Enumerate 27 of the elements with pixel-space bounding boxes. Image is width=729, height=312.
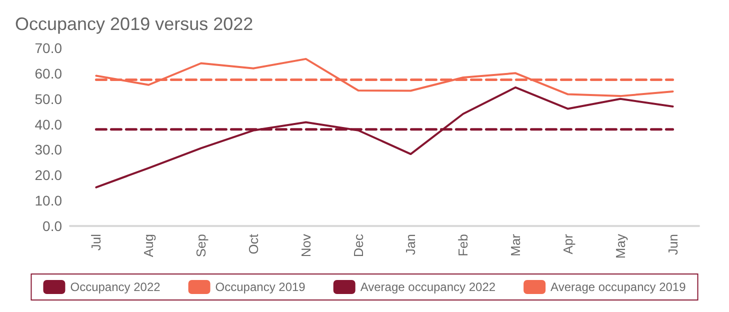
- line-series: [95, 58, 674, 98]
- legend-label: Occupancy 2022: [70, 280, 161, 294]
- y-tick-label: 60.0: [34, 65, 62, 82]
- y-tick-label: 10.0: [34, 192, 62, 209]
- x-tick-label: Nov: [298, 234, 314, 258]
- x-tick-label: Jan: [403, 234, 418, 255]
- y-tick-label: 30.0: [34, 142, 62, 158]
- x-tick-label: Apr: [560, 233, 576, 254]
- y-tick-label: 20.0: [34, 167, 62, 184]
- x-tick-label: Jul: [88, 234, 104, 251]
- x-tick-label: May: [612, 234, 628, 259]
- line-series: [95, 86, 674, 188]
- x-tick-label: Jun: [665, 234, 680, 255]
- x-tick-label: Aug: [141, 234, 156, 258]
- legend-label: Average occupancy 2019: [550, 280, 686, 294]
- y-tick-label: 40.0: [34, 116, 62, 132]
- x-tick-label: Oct: [246, 234, 261, 254]
- legend-label: Occupancy 2019: [215, 280, 306, 294]
- x-tick-label: Sep: [194, 234, 209, 258]
- x-tick-label: Mar: [508, 233, 524, 256]
- legend-label: Average occupancy 2022: [360, 280, 496, 294]
- y-tick-label: 70.0: [34, 40, 62, 56]
- y-tick-label: 50.0: [34, 90, 62, 107]
- chart-title: Occupancy 2019 versus 2022: [15, 14, 254, 34]
- y-tick-label: 0.0: [42, 218, 62, 234]
- x-tick-label: Feb: [456, 234, 471, 256]
- x-tick-label: Dec: [350, 234, 366, 258]
